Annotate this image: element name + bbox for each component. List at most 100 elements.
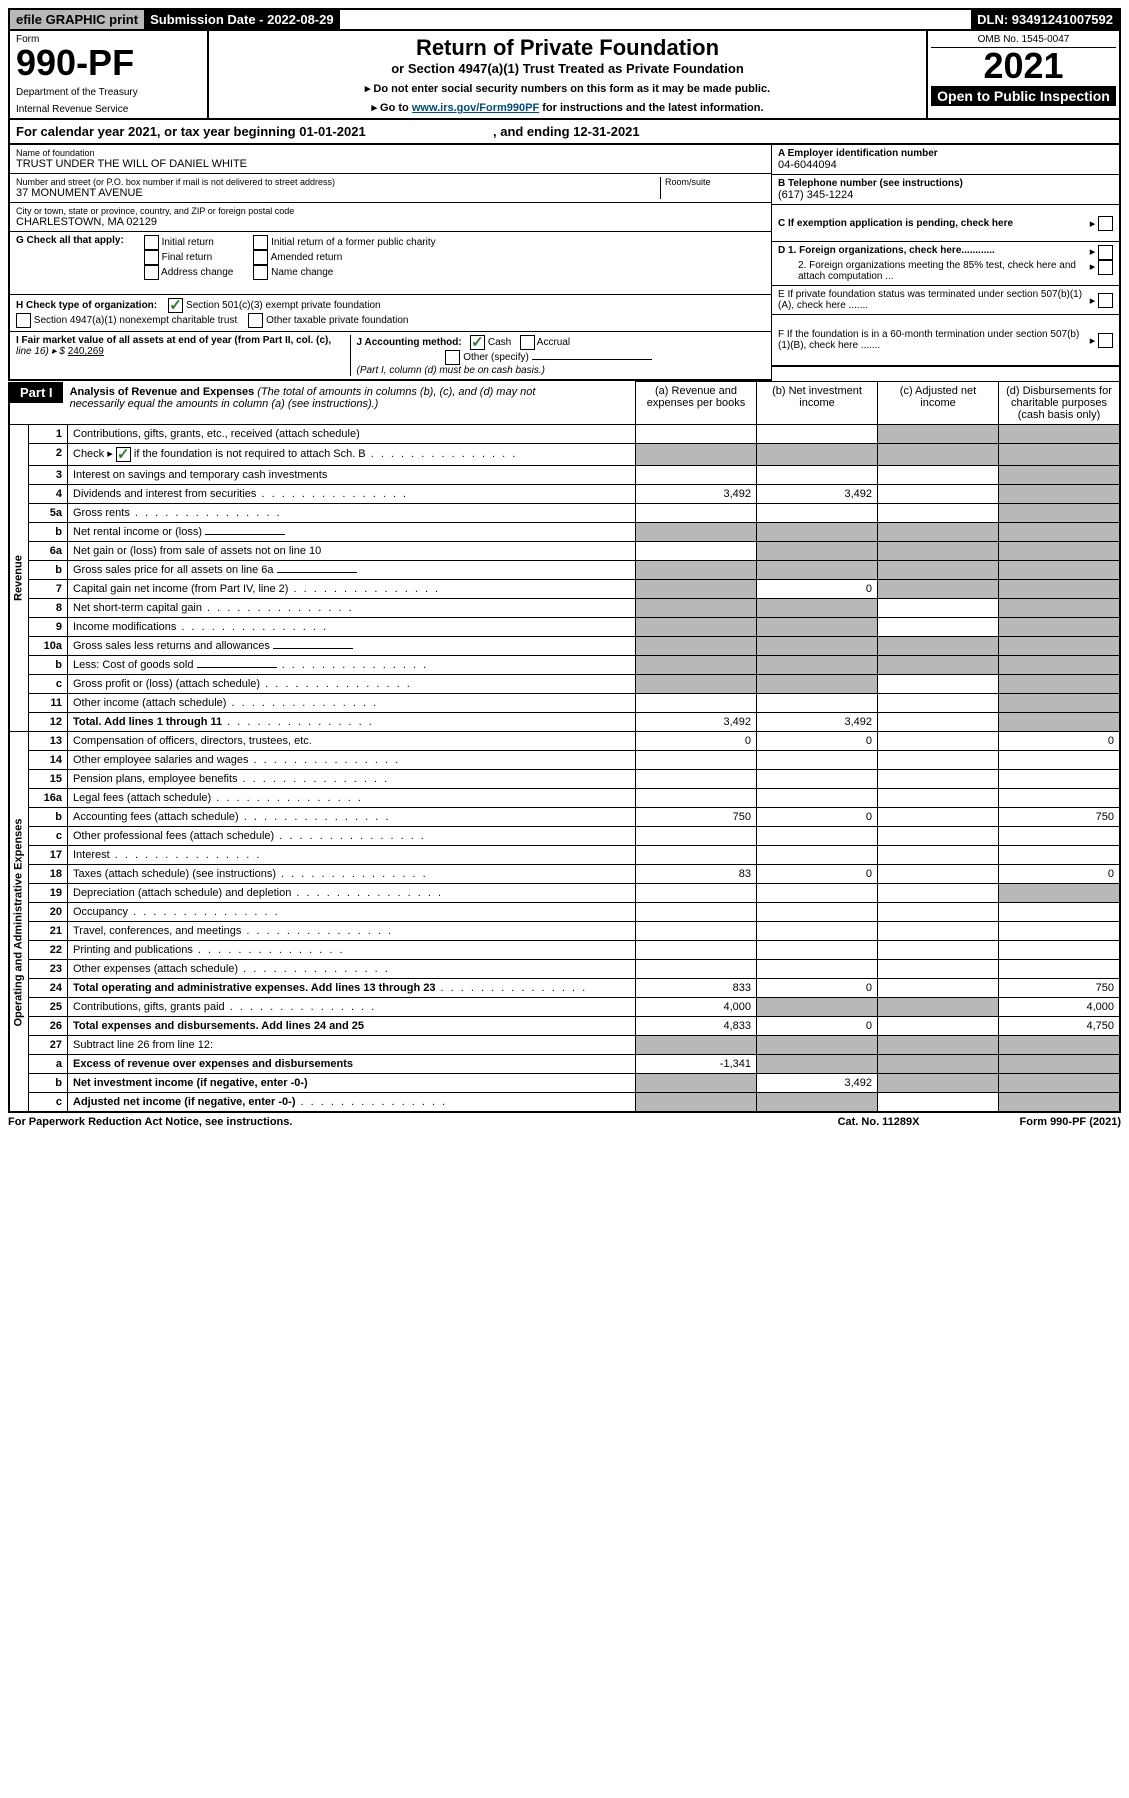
checkbox-address-change[interactable] (144, 265, 159, 280)
value-cell (757, 1093, 878, 1113)
top-bar: efile GRAPHIC print Submission Date - 20… (8, 8, 1121, 31)
value-cell (999, 846, 1121, 865)
value-cell (999, 827, 1121, 846)
checkbox-other-taxable[interactable] (248, 313, 263, 328)
value-cell (878, 922, 999, 941)
value-cell (636, 846, 757, 865)
header-right: OMB No. 1545-0047 2021 Open to Public In… (926, 31, 1119, 118)
value-cell (757, 542, 878, 561)
g-opt-3: Initial return of a former public charit… (271, 237, 436, 248)
checkbox-initial-return[interactable] (144, 235, 159, 250)
line-number: 5a (29, 504, 68, 523)
value-cell (636, 903, 757, 922)
line-number: c (29, 1093, 68, 1113)
value-cell (636, 466, 757, 485)
footer-mid: Cat. No. 11289X (838, 1116, 920, 1128)
table-row: 7Capital gain net income (from Part IV, … (9, 580, 1120, 599)
checkbox-e[interactable] (1098, 293, 1113, 308)
checkbox-f[interactable] (1098, 333, 1113, 348)
address-label: Number and street (or P.O. box number if… (16, 177, 660, 187)
line-number: 25 (29, 998, 68, 1017)
value-cell (636, 504, 757, 523)
checkbox-501c3[interactable] (168, 298, 183, 313)
table-row: 15Pension plans, employee benefits (9, 770, 1120, 789)
value-cell (757, 960, 878, 979)
line-description: Other income (attach schedule) (68, 694, 636, 713)
arrow-icon: ▸ (1090, 294, 1096, 307)
line-description: Other expenses (attach schedule) (68, 960, 636, 979)
c-cell: C If exemption application is pending, c… (772, 205, 1119, 242)
g-check-row: G Check all that apply: Initial return F… (10, 232, 771, 295)
value-cell (636, 523, 757, 542)
table-row: 25Contributions, gifts, grants paid4,000… (9, 998, 1120, 1017)
line-description: Total. Add lines 1 through 11 (68, 713, 636, 732)
value-cell (878, 751, 999, 770)
value-cell (878, 504, 999, 523)
value-cell: 0 (757, 732, 878, 751)
table-row: 11Other income (attach schedule) (9, 694, 1120, 713)
table-row: bNet investment income (if negative, ent… (9, 1074, 1120, 1093)
value-cell: 0 (757, 580, 878, 599)
table-row: 5aGross rents (9, 504, 1120, 523)
checkbox-amended[interactable] (253, 250, 268, 265)
value-cell (636, 770, 757, 789)
value-cell: 3,492 (757, 1074, 878, 1093)
value-cell: 750 (999, 979, 1121, 998)
line-number: c (29, 675, 68, 694)
room-label: Room/suite (665, 177, 765, 187)
value-cell (878, 542, 999, 561)
checkbox-sch-b[interactable] (116, 447, 131, 462)
checkbox-c[interactable] (1098, 216, 1113, 231)
value-cell (878, 789, 999, 808)
value-cell (878, 770, 999, 789)
line-number: b (29, 808, 68, 827)
line-description: Contributions, gifts, grants, etc., rece… (68, 425, 636, 444)
checkbox-initial-former[interactable] (253, 235, 268, 250)
page-footer: For Paperwork Reduction Act Notice, see … (8, 1113, 1121, 1128)
g-opt-0: Initial return (162, 237, 214, 248)
value-cell (878, 1055, 999, 1074)
value-cell (636, 694, 757, 713)
line-number: 16a (29, 789, 68, 808)
checkbox-4947a1[interactable] (16, 313, 31, 328)
line-number: 2 (29, 444, 68, 466)
line-number: 24 (29, 979, 68, 998)
line-number: 26 (29, 1017, 68, 1036)
table-row: 20Occupancy (9, 903, 1120, 922)
line-number: 14 (29, 751, 68, 770)
value-cell (636, 561, 757, 580)
line-description: Travel, conferences, and meetings (68, 922, 636, 941)
line-number: 7 (29, 580, 68, 599)
checkbox-name-change[interactable] (253, 265, 268, 280)
line-description: Taxes (attach schedule) (see instruction… (68, 865, 636, 884)
line-number: 18 (29, 865, 68, 884)
instr2-prefix: ▸ Go to (371, 102, 411, 114)
line-number: b (29, 1074, 68, 1093)
checkbox-accrual[interactable] (520, 335, 535, 350)
table-row: 24Total operating and administrative exp… (9, 979, 1120, 998)
value-cell (757, 561, 878, 580)
value-cell: 83 (636, 865, 757, 884)
value-cell: 3,492 (757, 713, 878, 732)
value-cell (999, 1036, 1121, 1055)
value-cell (757, 466, 878, 485)
table-row: cAdjusted net income (if negative, enter… (9, 1093, 1120, 1113)
checkbox-final-return[interactable] (144, 250, 159, 265)
value-cell (636, 922, 757, 941)
checkbox-d1[interactable] (1098, 245, 1113, 260)
form-header: Form 990-PF Department of the Treasury I… (8, 31, 1121, 120)
value-cell (878, 808, 999, 827)
line-description: Legal fees (attach schedule) (68, 789, 636, 808)
submission-date-spacer (340, 10, 352, 29)
value-cell (636, 827, 757, 846)
table-row: 4Dividends and interest from securities3… (9, 485, 1120, 504)
table-row: 8Net short-term capital gain (9, 599, 1120, 618)
value-cell: 3,492 (636, 713, 757, 732)
checkbox-other-method[interactable] (445, 350, 460, 365)
value-cell: 0 (757, 865, 878, 884)
value-cell (636, 1074, 757, 1093)
checkbox-cash[interactable] (470, 335, 485, 350)
instructions-link[interactable]: www.irs.gov/Form990PF (412, 102, 539, 114)
checkbox-d2[interactable] (1098, 260, 1113, 275)
value-cell (757, 504, 878, 523)
